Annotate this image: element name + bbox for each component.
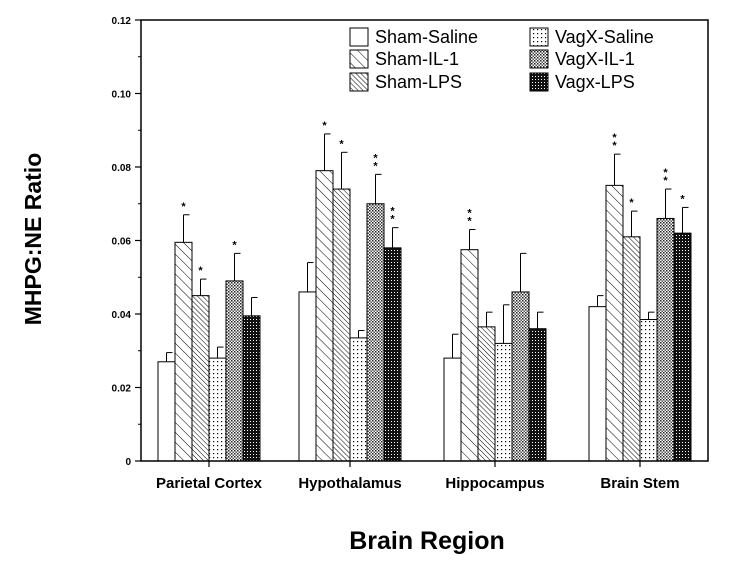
bar-sham-il-1-0 xyxy=(174,241,193,462)
x-tick-label: Hippocampus xyxy=(445,475,544,492)
significance-mark: * xyxy=(390,206,395,218)
legend-label: Sham-LPS xyxy=(375,72,462,92)
bar-vagx-lps-1 xyxy=(383,247,402,462)
y-tick-label: 0.06 xyxy=(112,237,132,248)
y-tick-label: 0.04 xyxy=(112,310,132,321)
x-tick-label: Hypothalamus xyxy=(298,475,401,492)
bar-sham-lps-2 xyxy=(477,326,496,462)
bar-sham-lps-3 xyxy=(622,236,641,462)
y-tick-label: 0.10 xyxy=(112,90,132,101)
legend-label: Vagx-LPS xyxy=(555,72,635,92)
significance-mark: * xyxy=(663,167,668,179)
significance-mark: * xyxy=(322,120,327,132)
legend-swatch xyxy=(529,27,549,47)
bar-sham-saline-1 xyxy=(298,291,317,462)
bar-vagx-lps-2 xyxy=(528,328,547,462)
legend-swatch xyxy=(349,27,369,47)
legend-label: VagX-IL-1 xyxy=(555,49,635,69)
legend-label: Sham-Saline xyxy=(375,27,478,47)
bar-vagx-lps-3 xyxy=(673,232,692,462)
significance-mark: * xyxy=(467,207,472,219)
significance-mark: * xyxy=(181,201,186,213)
bar-sham-saline-2 xyxy=(443,357,462,462)
significance-mark: * xyxy=(198,265,203,277)
significance-mark: * xyxy=(373,160,378,172)
bar-sham-saline-0 xyxy=(157,361,176,462)
legend-label: Sham-IL-1 xyxy=(375,49,459,69)
bar-vagx-saline-3 xyxy=(639,319,658,462)
significance-mark: * xyxy=(373,152,378,164)
y-tick-label: 0.12 xyxy=(112,16,132,27)
bar-vagx-saline-1 xyxy=(349,337,368,462)
y-axis-title: MHPG:NE Ratio xyxy=(20,153,46,326)
bar-sham-il-1-3 xyxy=(605,184,624,462)
bar-sham-il-1-2 xyxy=(460,249,479,462)
x-axis-title: Brain Region xyxy=(349,527,505,555)
legend-swatch xyxy=(529,49,549,69)
y-tick-label: 0.02 xyxy=(112,384,132,395)
bar-sham-lps-0 xyxy=(191,295,210,462)
bar-vagx-saline-2 xyxy=(494,342,513,462)
legend-swatch xyxy=(349,72,369,92)
bar-vagx-saline-0 xyxy=(208,357,227,462)
legend: Sham-SalineSham-IL-1Sham-LPSVagX-SalineV… xyxy=(349,27,654,92)
significance-mark: * xyxy=(680,193,685,205)
y-axis: 0 0.02 0.04 0.06 0.08 0.10 0.12 xyxy=(112,16,141,468)
y-tick-label: 0 xyxy=(125,457,131,468)
bars: ***************** xyxy=(157,120,692,462)
significance-mark: * xyxy=(663,175,668,187)
bar-sham-saline-3 xyxy=(588,306,607,462)
bar-sham-lps-1 xyxy=(332,188,351,462)
x-axis: Parietal Cortex Hypothalamus Hippocampus Br… xyxy=(156,461,680,492)
x-tick-label: Brain Stem xyxy=(600,475,679,492)
legend-swatch xyxy=(529,72,549,92)
significance-mark: * xyxy=(467,215,472,227)
x-tick-label: Parietal Cortex xyxy=(156,475,263,492)
significance-mark: * xyxy=(629,197,634,209)
significance-mark: * xyxy=(232,239,237,251)
bar-vagx-il-1-0 xyxy=(225,280,244,462)
significance-mark: * xyxy=(339,138,344,150)
bar-vagx-il-1-1 xyxy=(366,203,385,462)
significance-mark: * xyxy=(612,140,617,152)
legend-swatch xyxy=(349,49,369,69)
bar-vagx-il-1-2 xyxy=(511,291,530,462)
y-tick-label: 0.08 xyxy=(112,163,132,174)
plot-frame xyxy=(140,19,709,462)
significance-mark: * xyxy=(612,132,617,144)
bar-vagx-lps-0 xyxy=(242,315,261,462)
significance-mark: * xyxy=(390,214,395,226)
bar-vagx-il-1-3 xyxy=(656,217,675,462)
legend-label: VagX-Saline xyxy=(555,27,654,47)
bar-sham-il-1-1 xyxy=(315,170,334,462)
